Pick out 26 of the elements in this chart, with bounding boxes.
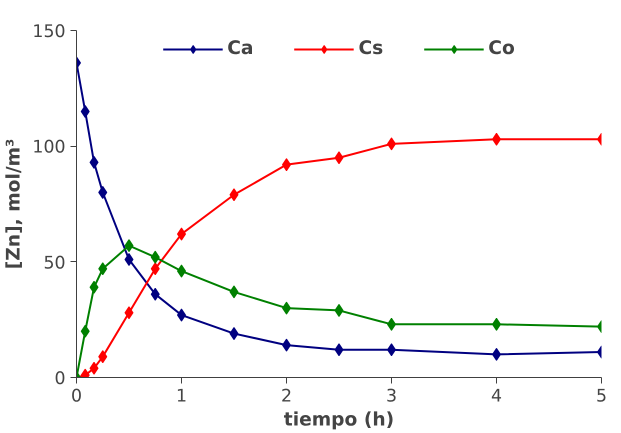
point — [98, 186, 108, 199]
legend-label: Co — [488, 38, 515, 59]
legend-label: Cs — [358, 38, 384, 59]
point — [90, 280, 99, 294]
x-tick-label: 2 — [280, 386, 292, 406]
y-tick-label: 100 — [32, 138, 66, 158]
point — [90, 156, 99, 169]
x-tick-label: 3 — [386, 386, 398, 406]
y-tick-label: 150 — [32, 22, 66, 42]
point — [98, 262, 108, 276]
y-tick-label: 50 — [43, 253, 66, 274]
x-tick-label: 0 — [70, 386, 82, 406]
x-tick-label: 4 — [490, 386, 502, 406]
x-tick-label: 1 — [176, 386, 188, 406]
x-tick-label: 5 — [596, 386, 608, 406]
y-tick-label: 0 — [54, 369, 66, 389]
point — [80, 324, 90, 338]
x-axis-title: tiempo (h) — [284, 410, 394, 430]
point — [150, 288, 160, 301]
y-axis-title: [Zn], mol/m³ — [3, 138, 24, 270]
point — [90, 362, 99, 375]
point — [98, 350, 108, 364]
point — [80, 104, 90, 118]
point — [150, 250, 160, 264]
legend-label: Ca — [227, 38, 254, 59]
point — [150, 262, 160, 276]
